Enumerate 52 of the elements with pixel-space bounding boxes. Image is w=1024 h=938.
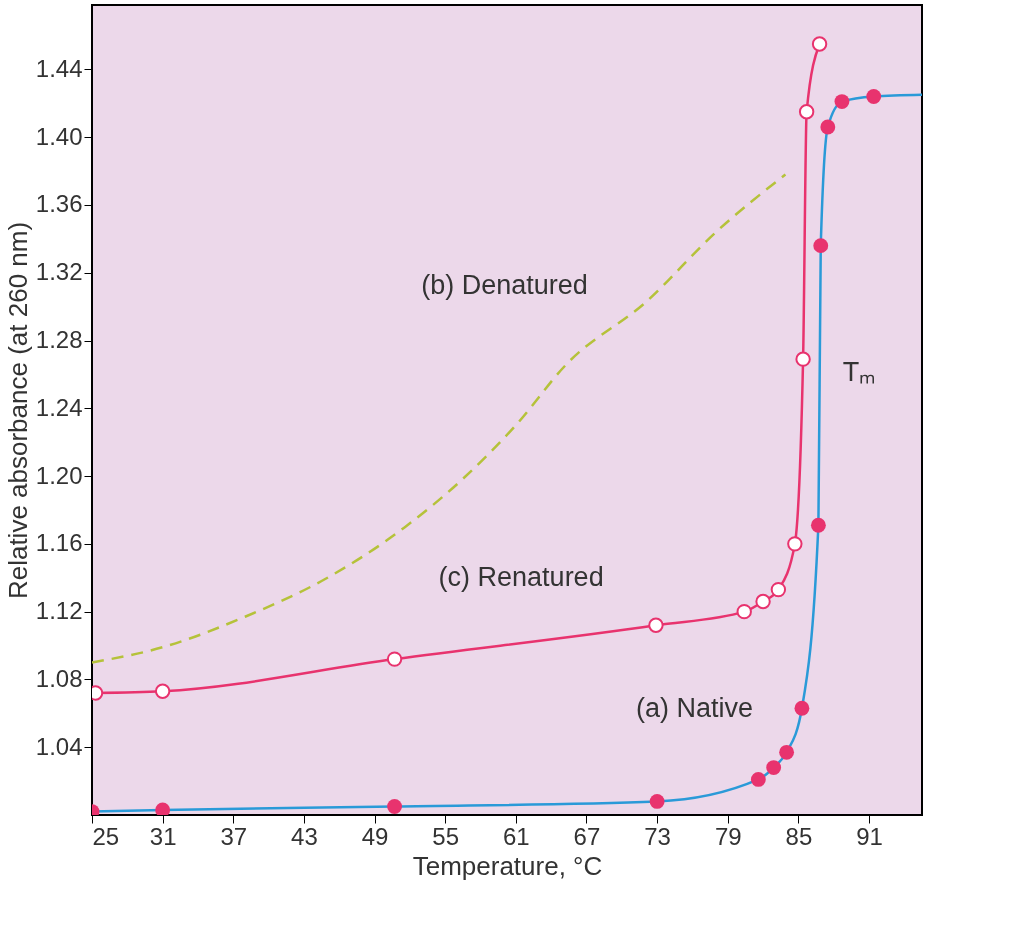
y-axis-title: Relative absorbance (at 260 nm) xyxy=(2,221,33,600)
x-tick-label: 67 xyxy=(573,822,601,850)
point xyxy=(866,89,882,104)
point xyxy=(810,517,826,533)
annotation: (a) Native xyxy=(636,692,754,723)
point xyxy=(813,238,829,254)
point xyxy=(386,651,403,667)
line-series xyxy=(92,173,787,664)
y-tick-label: 1.08 xyxy=(35,664,83,692)
y-tick-label: 1.44 xyxy=(35,54,83,82)
y-tick-label: 1.16 xyxy=(35,529,83,557)
x-tick-label: 55 xyxy=(432,822,460,850)
y-tick-label: 1.32 xyxy=(35,258,83,286)
x-axis-title: Temperature, °C xyxy=(412,850,603,881)
point xyxy=(649,794,665,809)
point xyxy=(750,772,766,787)
point xyxy=(155,802,171,815)
point xyxy=(795,351,811,367)
point xyxy=(154,683,171,699)
point xyxy=(736,603,752,620)
y-tick-label: 1.12 xyxy=(35,597,83,625)
annotation: (b) Denatured xyxy=(421,270,588,301)
x-tick-label: 61 xyxy=(502,822,530,850)
point xyxy=(779,744,795,760)
x-tick-label: 37 xyxy=(220,822,248,850)
x-tick-label: 73 xyxy=(644,822,671,850)
x-tick-label: 79 xyxy=(714,822,742,850)
point xyxy=(811,36,828,52)
x-tick-label: 43 xyxy=(291,822,318,850)
point xyxy=(770,581,787,598)
point xyxy=(834,94,850,109)
y-tick-label: 1.20 xyxy=(35,461,83,489)
point xyxy=(787,536,803,552)
x-tick-label: 85 xyxy=(785,822,813,850)
y-tick-label: 1.28 xyxy=(35,326,83,354)
point xyxy=(766,760,782,775)
point xyxy=(798,104,815,120)
point xyxy=(648,617,664,633)
point xyxy=(755,593,771,610)
point xyxy=(820,119,836,135)
x-tick-label: 91 xyxy=(856,822,883,850)
point xyxy=(794,700,810,716)
x-tick-label: 49 xyxy=(361,822,389,850)
y-tick-label: 1.24 xyxy=(35,393,83,421)
point xyxy=(387,799,402,814)
annotation: Tₘ xyxy=(842,356,876,387)
annotation: (c) Renatured xyxy=(438,561,604,592)
x-tick-label: 25 xyxy=(92,822,120,850)
y-tick-label: 1.36 xyxy=(35,190,83,218)
y-tick-label: 1.04 xyxy=(35,732,83,760)
y-tick-label: 1.40 xyxy=(35,122,83,150)
x-tick-label: 31 xyxy=(149,822,177,850)
